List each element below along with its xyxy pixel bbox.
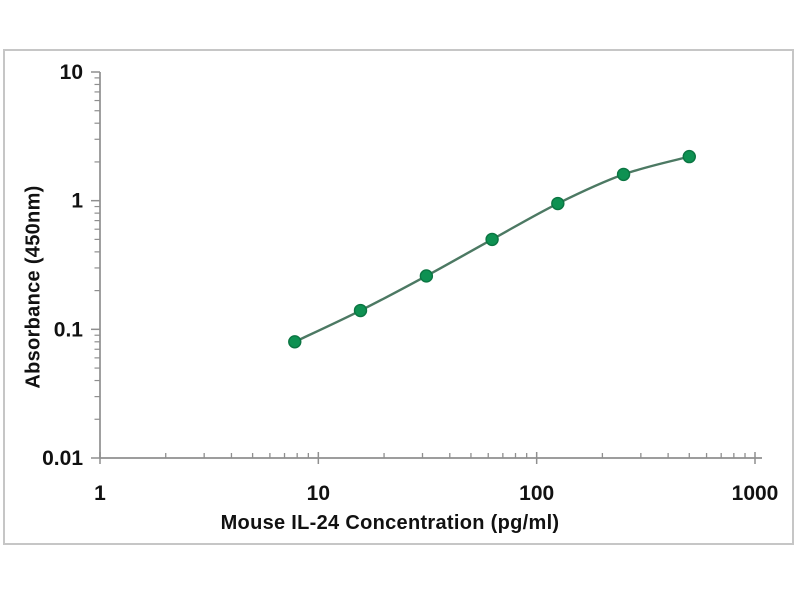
x-tick-label: 10	[307, 482, 330, 505]
data-point-marker	[419, 269, 434, 283]
x-tick-label: 100	[519, 482, 554, 505]
x-axis-title: Mouse IL-24 Concentration (pg/ml)	[220, 512, 560, 534]
data-point-marker	[353, 303, 368, 318]
y-tick-label: 0.01	[42, 447, 83, 470]
data-point-marker	[616, 167, 631, 182]
data-point-marker	[485, 232, 499, 247]
standard-curve-line	[294, 155, 690, 343]
chart-frame	[3, 49, 794, 545]
y-axis-title-text: Absorbance (450nm)	[22, 185, 45, 389]
y-tick-label: 1	[71, 190, 83, 213]
y-tick-label: 10	[60, 61, 83, 84]
data-point-marker	[288, 335, 302, 349]
x-tick-label: 1	[94, 482, 106, 505]
data-point-marker	[682, 149, 696, 164]
x-tick-label: 1000	[732, 482, 779, 505]
data-point-marker	[551, 196, 565, 211]
y-tick-label: 0.1	[54, 318, 84, 341]
